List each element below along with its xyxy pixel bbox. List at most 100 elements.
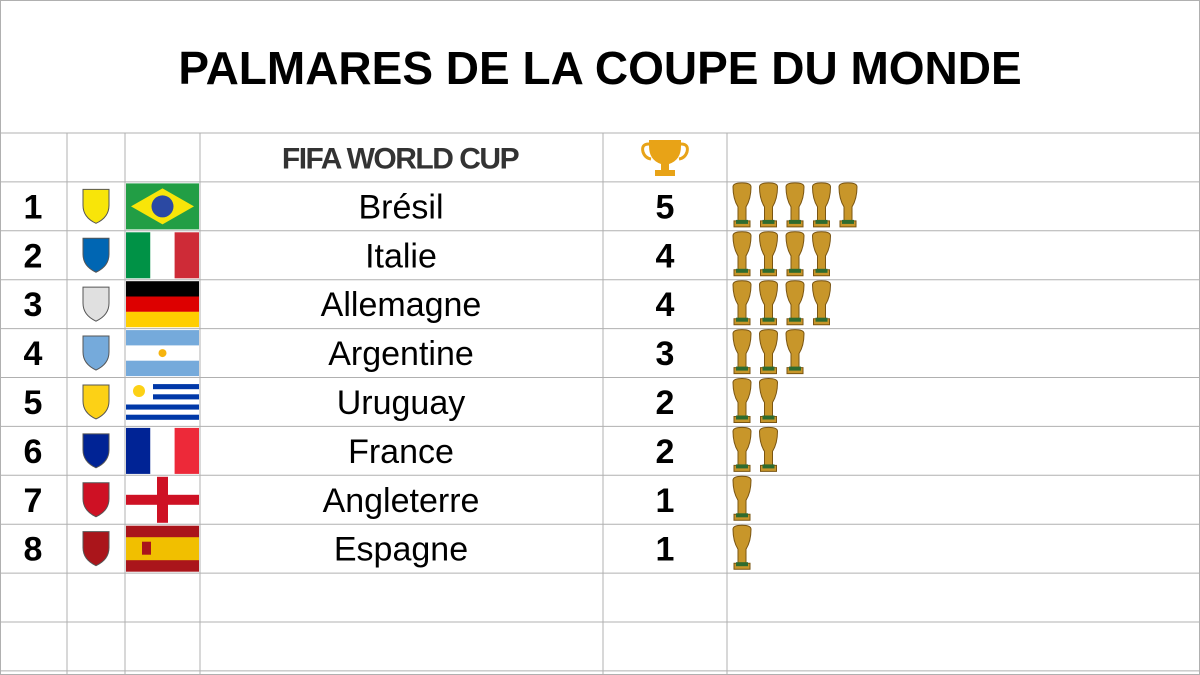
trophy-cup (758, 182, 779, 228)
trophy-base (736, 268, 748, 273)
title: PALMARES DE LA COUPE DU MONDE (178, 42, 1021, 94)
trophy-base (762, 366, 775, 371)
trophy-cup (732, 182, 752, 228)
trophy-cup (758, 377, 779, 423)
trophy-base (789, 219, 801, 224)
trophy (732, 426, 752, 472)
trophy-base (789, 366, 801, 371)
flag-stripe (126, 360, 199, 377)
trophy (732, 524, 752, 570)
trophy-cup (732, 426, 752, 472)
trophy-base (762, 268, 775, 273)
crest (82, 335, 110, 371)
trophy-base (815, 268, 828, 273)
flag-stripe (126, 232, 151, 279)
flag-stripe (174, 427, 199, 474)
country: France (348, 433, 454, 471)
country: Brésil (358, 188, 443, 226)
crest (82, 482, 110, 518)
trophy-cup (785, 182, 805, 228)
country: Uruguay (337, 384, 466, 422)
trophy (785, 182, 805, 228)
trophy (838, 182, 858, 228)
flag-stripe (126, 311, 199, 328)
trophy-base (736, 513, 748, 518)
titles: 1 (656, 531, 675, 569)
trophy-cup (785, 329, 805, 375)
flag (126, 476, 199, 523)
flag-stripe (126, 281, 199, 297)
rank: 3 (24, 286, 43, 324)
trophy-cup (758, 231, 779, 277)
trophy-base (762, 415, 775, 420)
trophy-base (736, 219, 748, 224)
rank: 4 (24, 335, 43, 373)
titles: 4 (656, 237, 675, 275)
crest-shield (82, 335, 110, 371)
flag-emblem (142, 541, 151, 555)
trophy-cup (732, 377, 752, 423)
flag-stripe (126, 404, 199, 410)
trophy-base (736, 464, 748, 469)
trophy-base (789, 268, 801, 273)
trophy-base (815, 219, 828, 224)
rank: 1 (24, 188, 43, 226)
titles: 2 (656, 384, 675, 422)
country: Argentine (328, 335, 474, 373)
trophy (732, 377, 752, 423)
titles: 4 (656, 286, 675, 324)
flag (126, 183, 199, 230)
crest (82, 188, 110, 224)
flag (126, 525, 199, 572)
trophy-icon (641, 140, 689, 176)
trophy-cup (811, 280, 832, 326)
trophy (732, 182, 752, 228)
trophy-base (736, 415, 748, 420)
trophy (811, 182, 832, 228)
crest-shield (82, 433, 110, 469)
rank: 8 (24, 531, 43, 569)
trophy (811, 280, 832, 326)
trophy-base (762, 317, 775, 322)
trophy (732, 231, 752, 277)
trophy-cup (838, 182, 858, 228)
flag-stripe (126, 330, 199, 346)
trophy-base (736, 562, 748, 567)
crest (82, 433, 110, 469)
flag-stripe (126, 296, 199, 312)
titles: 3 (656, 335, 675, 373)
flag-sun (133, 385, 145, 397)
trophy-base (736, 317, 748, 322)
flag-stripe (150, 427, 175, 474)
flag (126, 379, 199, 425)
flag (126, 427, 199, 474)
trophy-cup (732, 231, 752, 277)
trophy (758, 426, 779, 472)
trophy (811, 231, 832, 277)
crest-shield (82, 384, 110, 420)
flag-cross (126, 494, 199, 505)
trophy-cup (811, 182, 832, 228)
trophy-cup (732, 329, 752, 375)
trophy-cup (758, 280, 779, 326)
country: Angleterre (323, 482, 480, 520)
flag-circle (151, 195, 174, 218)
country: Allemagne (321, 286, 482, 324)
trophy-cup (732, 524, 752, 570)
trophy (785, 329, 805, 375)
trophy-cup (758, 329, 779, 375)
country: Italie (365, 237, 437, 275)
trophy (758, 329, 779, 375)
rank: 6 (24, 433, 43, 471)
titles: 2 (656, 433, 675, 471)
trophy-cup (732, 280, 752, 326)
trophy-cup (732, 475, 752, 521)
crest-shield (82, 531, 110, 567)
flag-stripe (126, 394, 199, 400)
trophy (785, 280, 805, 326)
flag (126, 232, 199, 279)
trophy (732, 329, 752, 375)
trophy-cup (785, 280, 805, 326)
trophy (758, 231, 779, 277)
